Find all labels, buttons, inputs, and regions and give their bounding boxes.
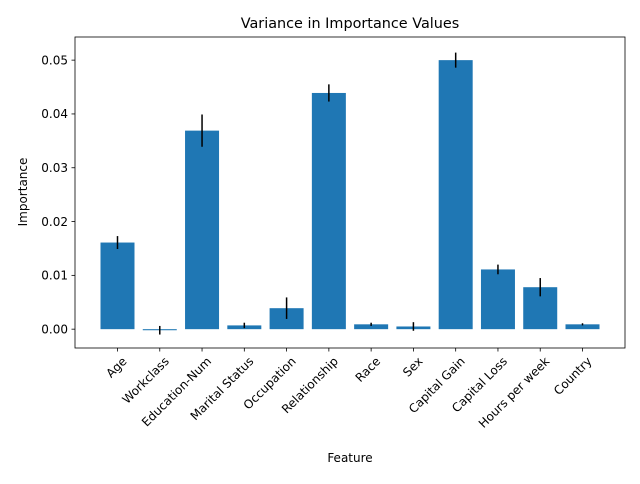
y-axis-label: Importance <box>16 158 30 227</box>
bars-layer <box>100 60 600 331</box>
x-tick-label: Hours per week <box>476 354 553 431</box>
x-tick-label: Sex <box>400 354 425 379</box>
bar <box>311 92 346 330</box>
bar <box>480 269 515 330</box>
error-bars-layer <box>116 52 584 335</box>
y-ticks-layer: 0.00 0.01 0.02 0.03 0.04 0.05 <box>41 53 75 336</box>
bar <box>185 130 220 330</box>
y-tick-label: 0.02 <box>41 215 68 229</box>
y-tick-label: 0.01 <box>41 269 68 283</box>
x-tick-label: Country <box>551 354 595 398</box>
y-tick-label: 0.04 <box>41 107 68 121</box>
bar <box>565 324 600 330</box>
y-tick-label: 0.00 <box>41 322 68 336</box>
x-tick-label: Race <box>353 354 384 385</box>
x-tick-label: Age <box>103 354 129 380</box>
chart-title: Variance in Importance Values <box>241 16 460 32</box>
bar <box>100 242 135 330</box>
plot-frame <box>74 36 626 349</box>
y-tick-label: 0.03 <box>41 161 68 175</box>
bar <box>438 60 473 330</box>
x-axis-label: Feature <box>327 451 372 465</box>
y-tick-label: 0.05 <box>41 53 68 67</box>
bar <box>354 324 389 330</box>
